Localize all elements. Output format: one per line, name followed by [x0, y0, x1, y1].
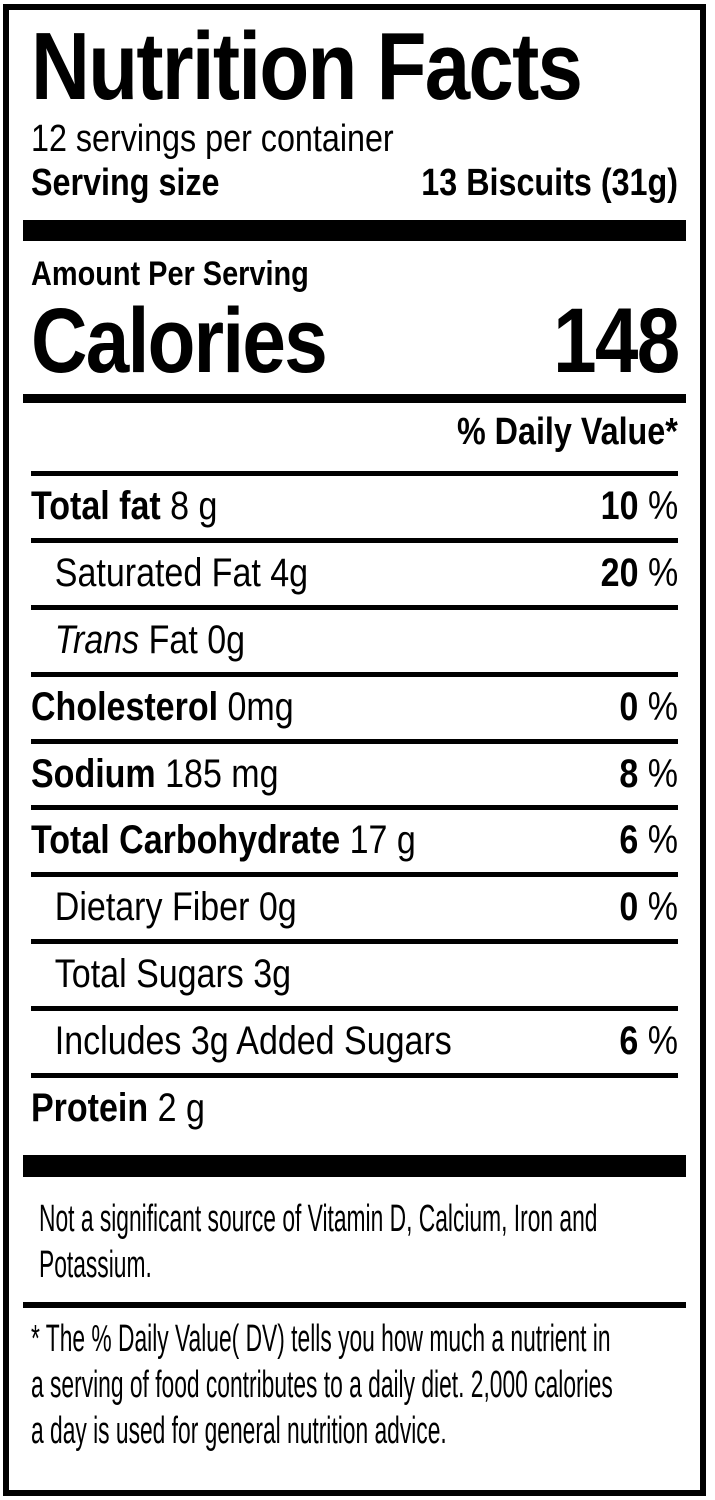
nutrient-row-sodium: Sodium 185 mg 8 % — [31, 738, 678, 806]
not-significant-note: Not a significant source of Vitamin D, C… — [23, 1197, 686, 1288]
percent-sign: % — [647, 551, 678, 596]
serving-size-row: Serving size 13 Biscuits (31g) — [23, 162, 686, 206]
nutrient-row-cholesterol: Cholesterol 0mg 0 % — [31, 671, 678, 739]
percent-sign: % — [647, 818, 678, 863]
nutrient-name: Dietary Fiber 0g — [31, 885, 297, 930]
nutrient-name-bold: Protein — [31, 1085, 149, 1130]
nutrient-name-bold: Total Carbohydrate — [31, 818, 341, 863]
daily-value-number: 8 — [619, 751, 639, 796]
nutrition-facts-label: Nutrition Facts 12 servings per containe… — [3, 4, 706, 1496]
daily-value: 20 % — [600, 551, 678, 596]
daily-value: 0 % — [619, 685, 678, 730]
nutrient-name: Total fat 8 g — [31, 484, 217, 529]
nutrient-amount: 185 mg — [165, 751, 279, 796]
nutrient-row-total-sugars: Total Sugars 3g — [31, 938, 678, 1006]
nutrient-row-dietary-fiber: Dietary Fiber 0g 0 % — [31, 872, 678, 939]
nutrient-row-total-carbohydrate: Total Carbohydrate 17 g 6 % — [31, 805, 678, 872]
nutrient-row-added-sugars: Includes 3g Added Sugars 6 % — [31, 1005, 678, 1073]
servings-per-container-text: 12 servings per container — [31, 118, 394, 161]
daily-value: 10 % — [600, 484, 678, 529]
nutrient-name-text: Total Sugars 3g — [54, 951, 292, 996]
calories-row: Calories 148 — [23, 290, 686, 393]
amount-per-serving: Amount Per Serving — [23, 254, 686, 295]
not-significant-note-line-1: Not a significant source of Vitamin D, C… — [39, 1198, 598, 1241]
nutrient-name-text: Dietary Fiber 0g — [54, 885, 297, 930]
nutrient-name: Saturated Fat 4g — [31, 551, 308, 596]
nutrient-name-text: Includes 3g Added Sugars — [54, 1018, 452, 1063]
nutrient-name: Trans Fat 0g — [31, 618, 245, 663]
daily-value-header-text: % Daily Value* — [457, 410, 678, 453]
daily-value-number: 10 — [600, 484, 639, 529]
percent-sign: % — [647, 484, 678, 529]
nutrient-name-text: Saturated Fat 4g — [54, 551, 309, 596]
calories-value: 148 — [552, 290, 680, 393]
serving-size-value: 13 Biscuits (31g) — [421, 161, 678, 204]
daily-value: 6 % — [619, 1019, 678, 1064]
nutrient-name: Total Carbohydrate 17 g — [31, 818, 416, 863]
serving-size-label: Serving size — [31, 161, 220, 204]
nutrient-row-trans-fat: Trans Fat 0g — [31, 604, 678, 672]
servings-per-container: 12 servings per container — [23, 118, 686, 162]
footnote-line-1: * The % Daily Value( DV) tells you how m… — [31, 1318, 611, 1361]
nutrient-name-bold: Total fat — [31, 484, 161, 529]
percent-sign: % — [647, 1018, 678, 1063]
not-significant-note-line-2: Potassium. — [39, 1243, 152, 1286]
daily-value: 8 % — [619, 752, 678, 797]
separator-bar-medium — [23, 393, 686, 403]
nutrient-name: Protein 2 g — [31, 1086, 205, 1131]
footnote-line-2: a serving of food contributes to a daily… — [31, 1364, 613, 1407]
daily-value: 0 % — [619, 885, 678, 930]
nutrient-rows: Total fat 8 g 10 % Saturated Fat 4g 20 %… — [23, 471, 686, 1139]
percent-sign: % — [647, 751, 678, 796]
nutrient-amount: 0mg — [227, 684, 294, 729]
nutrient-row-total-fat: Total fat 8 g 10 % — [31, 471, 678, 538]
amount-per-serving-text: Amount Per Serving — [31, 255, 309, 294]
nutrient-amount: 8 g — [170, 484, 218, 529]
nutrient-name: Cholesterol 0mg — [31, 685, 294, 730]
separator-bar-thick-bottom — [23, 1155, 686, 1178]
percent-sign: % — [647, 885, 678, 930]
nutrient-name: Sodium 185 mg — [31, 752, 279, 797]
nutrient-name: Includes 3g Added Sugars — [31, 1019, 452, 1064]
footnote-divider — [23, 1302, 686, 1309]
nutrient-row-saturated-fat: Saturated Fat 4g 20 % — [31, 538, 678, 605]
nutrient-amount: 17 g — [349, 818, 416, 863]
footnote-line-3: a day is used for general nutrition advi… — [31, 1409, 447, 1452]
nutrient-amount: Fat 0g — [148, 617, 246, 662]
daily-value-number: 0 — [619, 684, 639, 729]
nutrient-name: Total Sugars 3g — [31, 952, 291, 997]
daily-value-number: 0 — [619, 885, 639, 930]
nutrient-amount: 2 g — [157, 1085, 205, 1130]
daily-value-number: 6 — [619, 818, 639, 863]
daily-value-number: 20 — [600, 551, 639, 596]
nutrient-row-protein: Protein 2 g — [31, 1072, 678, 1140]
separator-bar-thick-top — [23, 220, 686, 242]
nutrient-name-bold: Sodium — [31, 751, 156, 796]
daily-value-footnote: * The % Daily Value( DV) tells you how m… — [23, 1317, 686, 1454]
daily-value-number: 6 — [619, 1018, 639, 1063]
nutrient-name-bold: Cholesterol — [31, 684, 219, 729]
daily-value: 6 % — [619, 818, 678, 863]
label-title: Nutrition Facts — [23, 13, 686, 120]
daily-value-header: % Daily Value* — [23, 411, 686, 455]
label-title-text: Nutrition Facts — [31, 13, 583, 120]
calories-label: Calories — [31, 290, 328, 393]
percent-sign: % — [647, 684, 678, 729]
nutrient-name-italic: Trans — [54, 617, 140, 662]
